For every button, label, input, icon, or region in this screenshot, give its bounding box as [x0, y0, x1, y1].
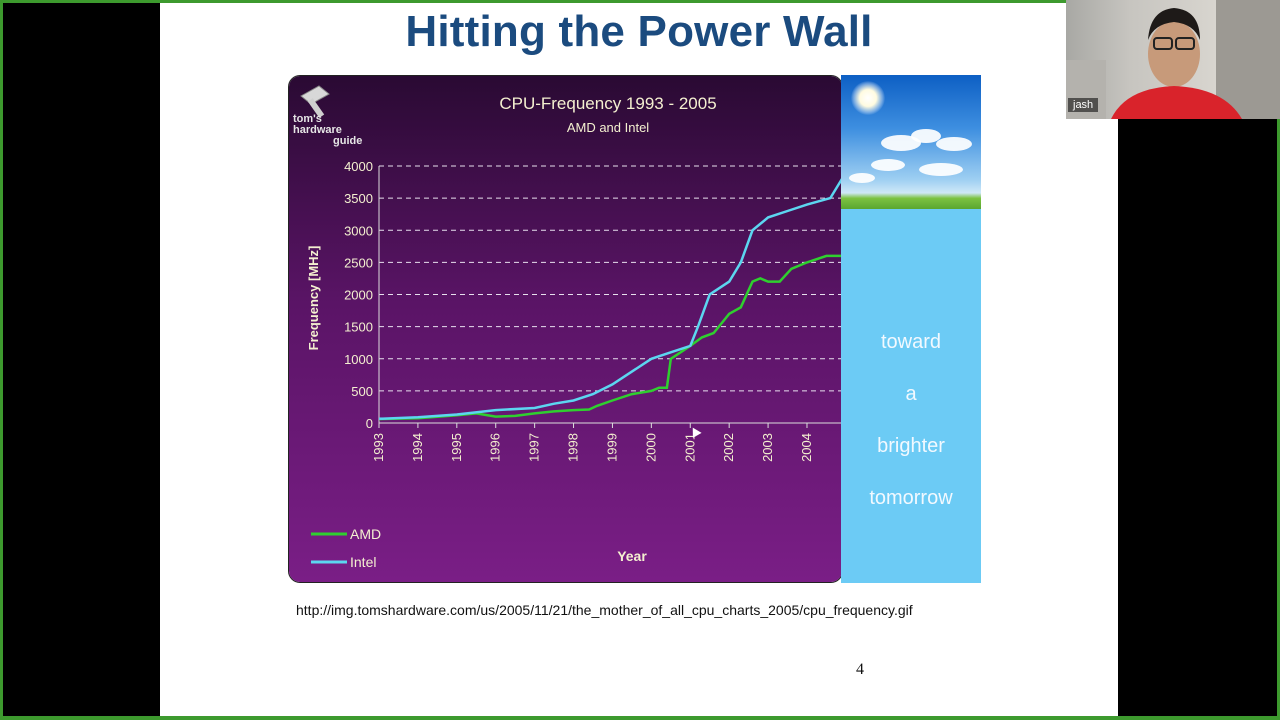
- y-tick-label: 0: [366, 416, 373, 431]
- sky-image: [841, 75, 981, 209]
- webcam-tile[interactable]: jash: [1066, 0, 1280, 119]
- logo-text-line3: guide: [333, 135, 362, 147]
- legend-label-amd: AMD: [350, 526, 381, 542]
- x-tick-label: 2000: [643, 433, 658, 462]
- participant-hair: [1148, 8, 1200, 40]
- x-tick-label: 2001: [682, 433, 697, 462]
- y-tick-label: 2000: [344, 288, 373, 303]
- cloud-icon: [919, 163, 963, 176]
- hammer-icon: [300, 85, 330, 105]
- x-tick-label: 1995: [449, 433, 464, 462]
- series-line-intel: [378, 178, 842, 421]
- legend-label-intel: Intel: [350, 554, 376, 570]
- y-tick-label: 3500: [344, 191, 373, 206]
- sun-icon: [851, 81, 885, 115]
- side-text-line-2: a: [905, 383, 917, 405]
- x-tick-label: 1997: [527, 433, 542, 462]
- cloud-icon: [936, 137, 972, 151]
- x-tick-label: 2002: [721, 433, 736, 462]
- chart-svg: tom's hardware guide CPU-Frequency 1993 …: [289, 76, 842, 582]
- x-tick-label: 1994: [410, 433, 425, 462]
- frame-left: [0, 0, 3, 720]
- chart-legend: AMD Intel: [311, 526, 381, 570]
- x-tick-label: 1993: [371, 433, 386, 462]
- frame-top: [0, 0, 1280, 3]
- slide-title: Hitting the Power Wall: [405, 7, 873, 56]
- y-tick-label: 1500: [344, 320, 373, 335]
- x-axis-ticks: 1993 1994 1995 1996 1997 1998 1999 2000 2001 2002…: [371, 423, 814, 462]
- glasses-right-icon: [1175, 37, 1195, 50]
- x-tick-label: 1999: [604, 433, 619, 462]
- side-text-line-1: toward: [880, 331, 942, 353]
- side-text-line-3: brighter: [877, 435, 945, 457]
- presentation-slide: Hitting the Power Wall tom's hardware gu…: [160, 3, 1118, 716]
- series-line-amd: [378, 254, 842, 421]
- chart-background: [289, 76, 842, 582]
- cpu-frequency-chart: tom's hardware guide CPU-Frequency 1993 …: [288, 75, 843, 583]
- logo-toms-hardware: tom's hardware guide: [293, 85, 362, 147]
- logo-text-line1: tom's: [293, 113, 322, 125]
- background-curtain: [1216, 0, 1280, 119]
- y-tick-label: 4000: [344, 159, 373, 174]
- chart-title: CPU-Frequency 1993 - 2005: [499, 94, 716, 113]
- x-tick-label: 1996: [488, 433, 503, 462]
- cloud-icon: [871, 159, 905, 171]
- source-url[interactable]: http://img.tomshardware.com/us/2005/11/2…: [296, 602, 913, 618]
- y-axis-label: Frequency [MHz]: [306, 246, 321, 351]
- participant-video: [1066, 0, 1280, 119]
- glasses-left-icon: [1153, 37, 1173, 50]
- participant-face: [1148, 21, 1200, 87]
- x-tick-label: 2003: [760, 433, 775, 462]
- x-tick-label: 2004: [799, 433, 814, 462]
- logo-text-line2: hardware: [293, 124, 342, 136]
- page-number: 4: [856, 661, 864, 678]
- y-tick-label: 1000: [344, 352, 373, 367]
- y-tick-label: 500: [351, 384, 373, 399]
- frame-right: [1277, 0, 1280, 720]
- participant-name: jash: [1068, 98, 1099, 112]
- hammer-handle-icon: [307, 98, 325, 118]
- y-tick-label: 2500: [344, 255, 373, 270]
- y-tick-label: 3000: [344, 223, 373, 238]
- frame-bottom: [0, 716, 1280, 720]
- x-tick-label: 1998: [566, 433, 581, 462]
- cloud-icon: [849, 173, 875, 183]
- y-axis-ticks: 0 500 1000 1500 2000 2500 3000 3500 4000: [344, 159, 373, 431]
- participant-shirt: [1111, 86, 1242, 119]
- cloud-icon: [881, 135, 921, 151]
- side-text-line-4: tomorrow: [869, 487, 953, 509]
- x-axis-label: Year: [617, 548, 647, 564]
- side-panel: toward a brighter tomorrow: [841, 75, 981, 583]
- cloud-icon: [911, 129, 941, 143]
- chart-subtitle: AMD and Intel: [567, 120, 649, 135]
